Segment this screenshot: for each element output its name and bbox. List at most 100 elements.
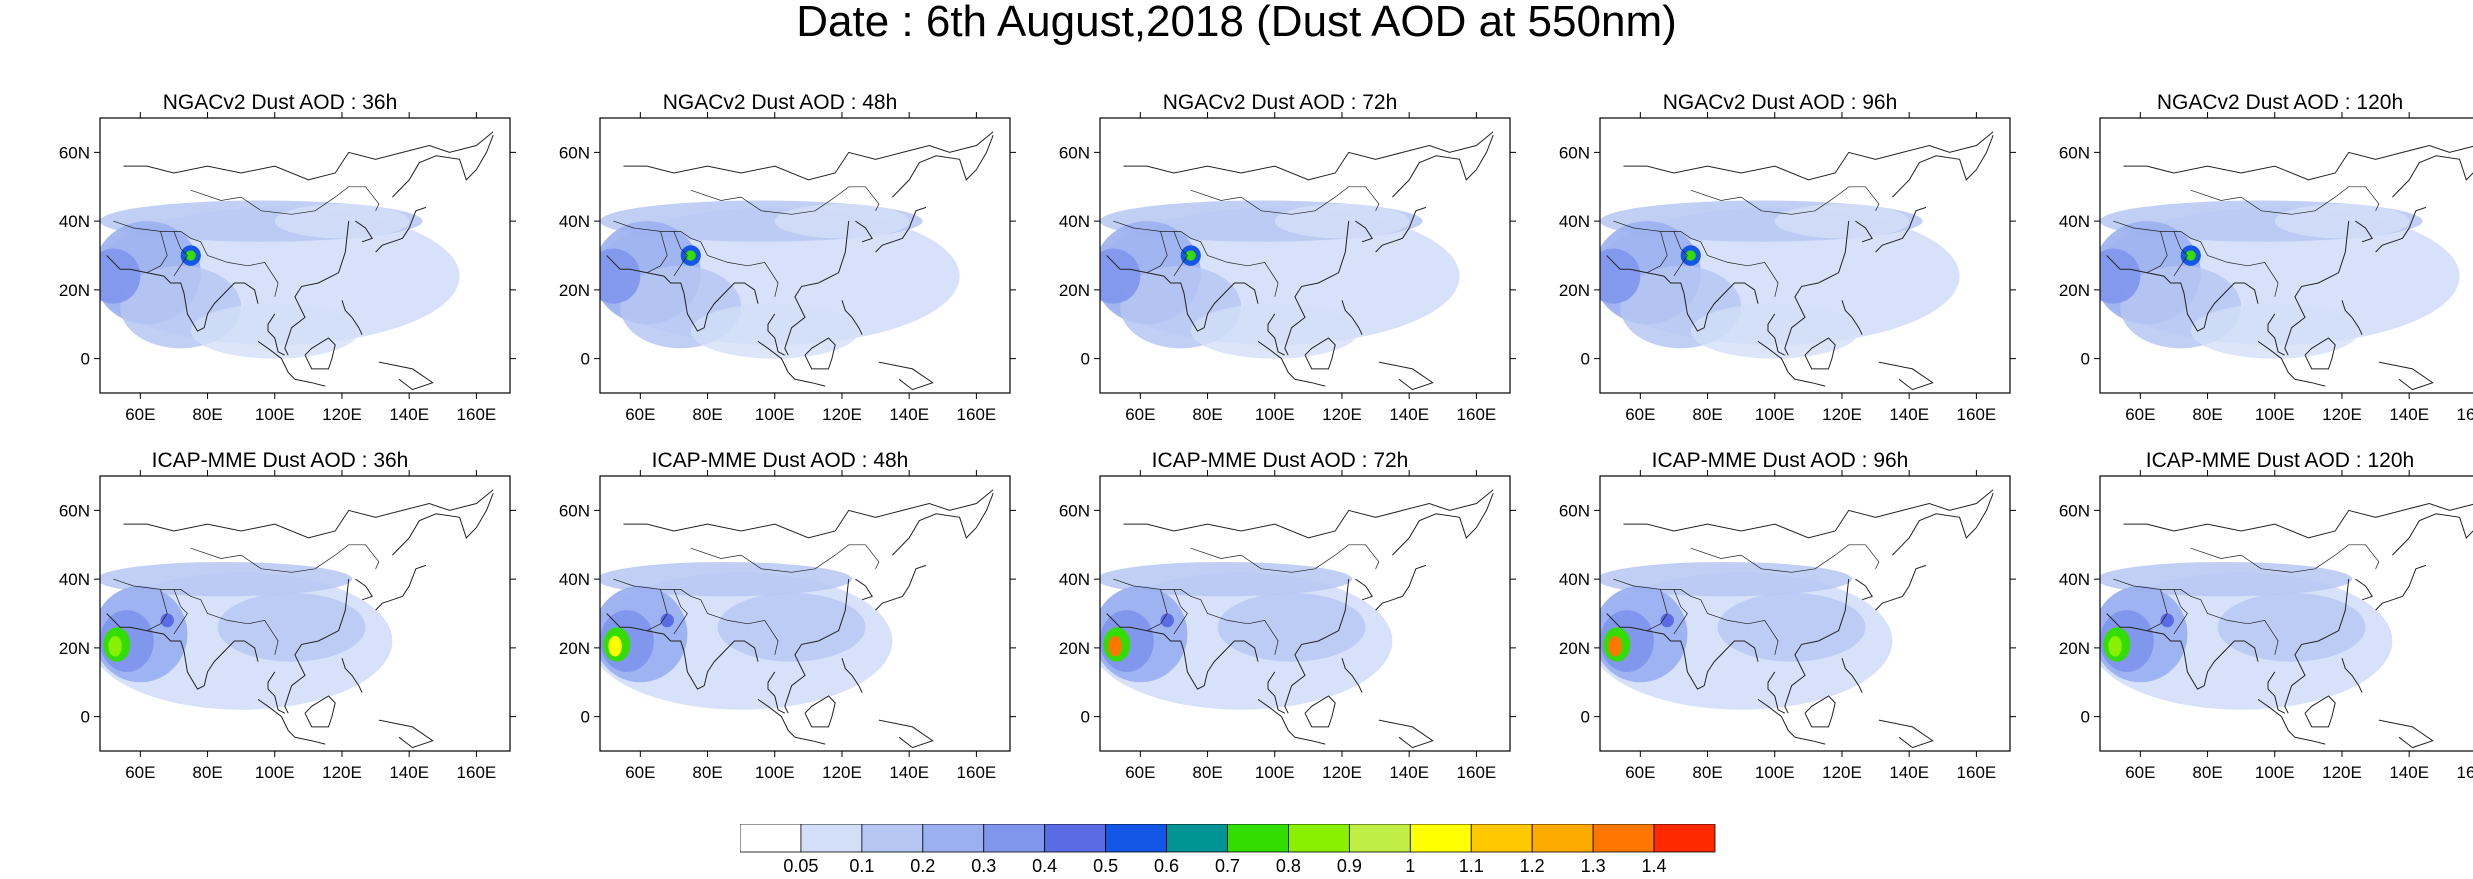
lat-tick-label: 40N — [1059, 570, 1090, 589]
coastline — [1295, 737, 1325, 744]
lat-tick-label: 0 — [1581, 350, 1590, 369]
coastline — [1879, 362, 1933, 390]
coastline — [795, 737, 825, 744]
lat-tick-label: 60N — [1059, 501, 1090, 520]
panel-title: ICAP-MME Dust AOD : 48h — [550, 450, 1010, 472]
lon-tick-label: 140E — [889, 405, 929, 424]
aod-field — [1087, 201, 1460, 359]
lat-tick-label: 40N — [1559, 212, 1590, 231]
colorbar-label: 0.4 — [1032, 856, 1057, 874]
lon-tick-label: 140E — [2389, 763, 2429, 782]
lon-tick-label: 80E — [1192, 763, 1222, 782]
figure-title: Date : 6th August,2018 (Dust AOD at 550n… — [0, 0, 2473, 44]
lat-tick-label: 20N — [1559, 639, 1590, 658]
lon-tick-label: 120E — [1322, 763, 1362, 782]
lat-tick-label: 20N — [1059, 639, 1090, 658]
lat-tick-label: 0 — [81, 350, 90, 369]
coastline — [379, 362, 433, 390]
colorbar-swatch — [1167, 824, 1228, 852]
colorbar-swatch — [1106, 824, 1167, 852]
aod-plume-gobi — [775, 204, 909, 238]
lon-tick-label: 100E — [2255, 405, 2295, 424]
lat-tick-label: 20N — [59, 281, 90, 300]
lat-tick-label: 60N — [2059, 143, 2090, 162]
aod-plume-east — [218, 593, 366, 662]
lon-tick-label: 60E — [625, 763, 655, 782]
lat-tick-label: 40N — [1059, 212, 1090, 231]
lon-tick-label: 80E — [192, 763, 222, 782]
lon-tick-label: 80E — [192, 405, 222, 424]
lat-tick-label: 60N — [1559, 143, 1590, 162]
lat-tick-label: 40N — [559, 212, 590, 231]
coastline — [1379, 720, 1433, 748]
lon-tick-label: 160E — [457, 763, 497, 782]
panel-title: NGACv2 Dust AOD : 96h — [1550, 92, 2010, 114]
lon-tick-label: 120E — [1322, 405, 1362, 424]
colorbar-swatch — [923, 824, 984, 852]
aod-field — [1590, 562, 1892, 710]
lon-tick-label: 160E — [1457, 405, 1497, 424]
lat-tick-label: 20N — [1559, 281, 1590, 300]
coastline — [2355, 579, 2372, 600]
lon-tick-label: 120E — [322, 405, 362, 424]
coastline — [1876, 565, 1926, 610]
aod-plume-gobi — [1275, 204, 1409, 238]
aod-hotspot — [1108, 636, 1121, 657]
lat-tick-label: 60N — [2059, 501, 2090, 520]
lat-tick-label: 40N — [59, 212, 90, 231]
lon-tick-label: 120E — [2322, 405, 2362, 424]
lon-tick-label: 100E — [755, 405, 795, 424]
lat-tick-label: 60N — [1059, 143, 1090, 162]
colorbar-swatch — [740, 824, 801, 852]
lat-tick-label: 40N — [1559, 570, 1590, 589]
lat-tick-label: 0 — [1581, 708, 1590, 727]
colorbar-label: 0.5 — [1093, 856, 1118, 874]
lon-tick-label: 140E — [1389, 405, 1429, 424]
panel-title: ICAP-MME Dust AOD : 72h — [1050, 450, 1510, 472]
lon-tick-label: 100E — [1255, 405, 1295, 424]
coastline — [295, 737, 325, 744]
aod-field — [90, 562, 392, 710]
lon-tick-label: 120E — [1822, 763, 1862, 782]
coastline — [1355, 579, 1372, 600]
colorbar-swatch — [1349, 824, 1410, 852]
colorbar-swatch — [1593, 824, 1654, 852]
lat-tick-label: 60N — [559, 501, 590, 520]
colorbar-swatch — [1288, 824, 1349, 852]
panel-title: ICAP-MME Dust AOD : 36h — [50, 450, 510, 472]
lon-tick-label: 120E — [2322, 763, 2362, 782]
lat-tick-label: 40N — [559, 570, 590, 589]
panel-title: NGACv2 Dust AOD : 120h — [2050, 92, 2473, 114]
lat-tick-label: 0 — [1081, 708, 1090, 727]
coastline — [879, 720, 933, 748]
coastline — [2392, 493, 2473, 555]
coastline — [1295, 379, 1325, 386]
colorbar-swatch — [801, 824, 862, 852]
lat-tick-label: 20N — [59, 639, 90, 658]
lon-tick-label: 60E — [625, 405, 655, 424]
lon-tick-label: 100E — [255, 763, 295, 782]
coastline — [2124, 490, 2473, 538]
coastline — [1379, 362, 1433, 390]
lon-tick-label: 80E — [2192, 763, 2222, 782]
lon-tick-label: 80E — [1192, 405, 1222, 424]
aod-plume-gobi — [2275, 204, 2409, 238]
colorbar-swatch — [1532, 824, 1593, 852]
lat-tick-label: 0 — [581, 708, 590, 727]
lon-tick-label: 100E — [1255, 763, 1295, 782]
coastline — [2379, 720, 2433, 748]
lon-tick-label: 100E — [1755, 405, 1795, 424]
colorbar-label: 0.7 — [1215, 856, 1240, 874]
lat-tick-label: 20N — [2059, 281, 2090, 300]
panel-title: NGACv2 Dust AOD : 48h — [550, 92, 1010, 114]
lat-tick-label: 40N — [59, 570, 90, 589]
